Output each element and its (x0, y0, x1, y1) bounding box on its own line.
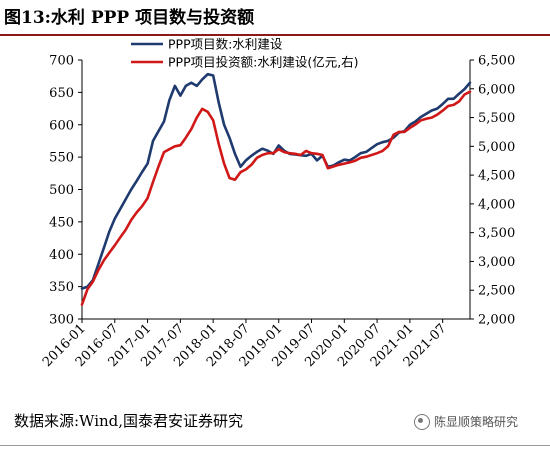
source-note: 数据来源:Wind,国泰君安证券研究 (14, 412, 244, 430)
right-tick-label: 5,000 (478, 140, 515, 155)
left-tick-label: 600 (49, 118, 74, 133)
right-tick-label: 2,500 (478, 284, 515, 299)
left-tick-label: 500 (49, 183, 74, 198)
left-tick-label: 300 (49, 313, 74, 328)
chart-title: 图13:水利 PPP 项目数与投资额 (4, 8, 255, 28)
watermark-text: 陈显顺策略研究 (434, 415, 519, 429)
right-tick-label: 4,000 (478, 197, 515, 212)
left-tick-label: 650 (49, 86, 74, 101)
bottom-rule (0, 445, 550, 446)
right-tick-label: 6,500 (478, 54, 515, 69)
right-tick-label: 6,000 (478, 82, 515, 97)
chart-series (80, 72, 472, 306)
legend-label: PPP项目投资额:水利建设(亿元,右) (168, 55, 359, 70)
chart-legend: PPP项目数:水利建设 PPP项目投资额:水利建设(亿元,右) (131, 37, 359, 70)
right-tick-label: 4,500 (478, 169, 515, 184)
left-tick-label: 700 (49, 54, 74, 69)
left-tick-label: 400 (49, 248, 74, 263)
right-tick-label: 5,500 (478, 111, 515, 126)
series-line-investment (80, 90, 472, 306)
right-tick-label: 2,000 (478, 313, 515, 328)
left-tick-label: 450 (49, 215, 74, 230)
right-tick-label: 3,000 (478, 255, 515, 270)
title-rule (0, 34, 550, 36)
left-tick-label: 350 (49, 280, 74, 295)
right-tick-label: 3,500 (478, 226, 515, 241)
legend-label: PPP项目数:水利建设 (168, 37, 283, 52)
watermark: 陈显顺策略研究 (414, 413, 518, 430)
left-tick-label: 550 (49, 151, 74, 166)
series-line-project-count (80, 72, 472, 290)
wechat-icon (414, 413, 430, 430)
chart-axes: 300 350 400 450 500 550 600 650 700 2,000 2,500 3,0… (40, 54, 515, 371)
